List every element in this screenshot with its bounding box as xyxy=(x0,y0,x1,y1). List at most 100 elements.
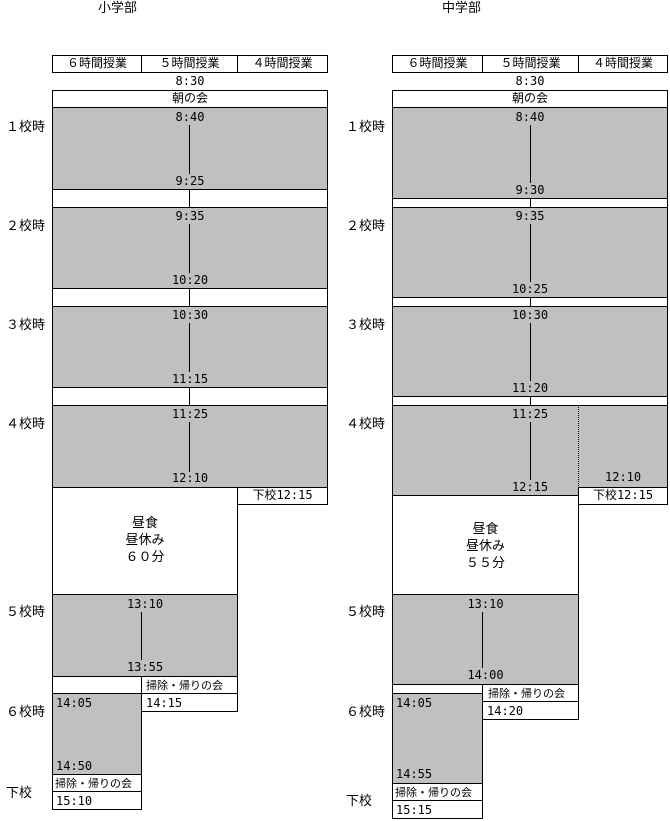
period-line-4 xyxy=(530,422,531,480)
period-label-6: ６校時 xyxy=(346,705,386,720)
period-start-6: 14:05 xyxy=(396,696,433,710)
cleaning-end-6: 15:10 xyxy=(52,791,142,810)
period-label-3: ３校時 xyxy=(6,318,46,333)
period-start-2: 9:35 xyxy=(175,209,205,223)
lunch-text: 昼食 昼休み ５５分 xyxy=(393,521,578,572)
lunch-box: 昼食 昼休み ６０分 xyxy=(52,487,238,595)
dismiss-label: 下校 xyxy=(6,786,33,801)
period-label-2: ２校時 xyxy=(346,219,386,234)
dismiss-4-periods: 下校12:15 xyxy=(578,487,668,505)
cleaning-5: 掃除・帰りの会 xyxy=(141,676,238,694)
period-label-3: ３校時 xyxy=(346,318,386,333)
cleaning-end-5: 14:15 xyxy=(141,693,238,712)
start-time: 8:30 xyxy=(175,74,205,88)
period-label-1: １校時 xyxy=(346,120,386,135)
period-start-5: 13:10 xyxy=(467,597,504,611)
break-line-1 xyxy=(189,189,190,208)
period-line-1 xyxy=(530,125,531,183)
period-end-4-only: 12:10 xyxy=(605,470,642,484)
lunch-line-1: 昼食 xyxy=(131,516,158,531)
header-5-periods: ５時間授業 xyxy=(482,55,579,73)
break-1 xyxy=(52,189,328,208)
break-5 xyxy=(52,676,142,694)
break-line-2 xyxy=(530,297,531,307)
break-line-1 xyxy=(530,198,531,208)
morning-meeting: 朝の会 xyxy=(52,90,328,108)
period-start-3: 10:30 xyxy=(511,308,549,322)
period-end-2: 10:20 xyxy=(171,273,209,287)
break-line-3 xyxy=(530,396,531,406)
period-end-4: 12:15 xyxy=(511,480,549,494)
lunch-text: 昼食 昼休み ６０分 xyxy=(53,515,237,566)
period-label-5: ５校時 xyxy=(6,605,46,620)
period-end-6: 14:50 xyxy=(56,759,93,773)
period-start-1: 8:40 xyxy=(515,110,545,124)
period-start-4: 11:25 xyxy=(171,407,209,421)
period-end-6: 14:55 xyxy=(396,767,433,781)
lunch-line-1: 昼食 xyxy=(472,522,499,537)
period-line-3 xyxy=(530,323,531,381)
period-label-4: ４校時 xyxy=(346,417,386,432)
period-line-3 xyxy=(189,323,190,372)
header-6-periods: ６時間授業 xyxy=(52,55,142,73)
header-4-periods: ４時間授業 xyxy=(578,55,668,73)
period-line-4 xyxy=(189,422,190,472)
period-end-4: 12:10 xyxy=(171,471,209,485)
period-start-6: 14:05 xyxy=(56,696,93,710)
period-start-3: 10:30 xyxy=(171,308,209,322)
period-label-6: ６校時 xyxy=(6,705,46,720)
cleaning-end-5: 14:20 xyxy=(482,701,579,720)
dismiss-label: 下校 xyxy=(346,794,373,809)
period-block-6 xyxy=(392,693,483,784)
period-end-2: 10:25 xyxy=(511,282,549,296)
period-end-3: 11:15 xyxy=(171,372,209,386)
period-start-5: 13:10 xyxy=(126,597,164,611)
period-line-2 xyxy=(189,224,190,273)
lunch-line-2: 昼休み xyxy=(125,533,165,548)
header-4-periods: ４時間授業 xyxy=(237,55,328,73)
break-line-2 xyxy=(189,288,190,307)
header-6-periods: ６時間授業 xyxy=(392,55,483,73)
lunch-line-2: 昼休み xyxy=(465,539,505,554)
period-label-2: ２校時 xyxy=(6,219,46,234)
lunch-box: 昼食 昼休み ５５分 xyxy=(392,495,579,595)
period-start-2: 9:35 xyxy=(515,209,545,223)
cleaning-end-6: 15:15 xyxy=(392,800,483,819)
period-line-5 xyxy=(482,612,483,668)
period-block-5 xyxy=(52,594,238,677)
period-block-2 xyxy=(52,207,328,289)
dismiss-4-periods: 下校12:15 xyxy=(237,487,328,505)
morning-meeting: 朝の会 xyxy=(392,90,668,108)
period-label-4: ４校時 xyxy=(6,417,46,432)
lunch-line-3: ６０分 xyxy=(125,550,165,565)
period-end-5: 13:55 xyxy=(126,660,164,674)
break-3 xyxy=(52,387,328,406)
period-start-1: 8:40 xyxy=(175,110,205,124)
period-end-1: 9:25 xyxy=(175,174,205,188)
period-block-4 xyxy=(52,405,328,488)
period-start-4: 11:25 xyxy=(511,407,549,421)
period-label-5: ５校時 xyxy=(346,605,386,620)
break-line-3 xyxy=(189,387,190,406)
cleaning-5: 掃除・帰りの会 xyxy=(482,684,579,702)
period-end-5: 14:00 xyxy=(467,668,504,682)
period-line-5 xyxy=(141,612,142,660)
period-block-4-short xyxy=(578,405,668,488)
elementary-title: 小学部 xyxy=(98,1,138,16)
period-block-1 xyxy=(52,107,328,190)
period-end-1: 9:30 xyxy=(515,183,545,197)
period-line-1 xyxy=(189,125,190,174)
period-label-1: １校時 xyxy=(6,120,46,135)
cleaning-6: 掃除・帰りの会 xyxy=(52,774,142,792)
break-2 xyxy=(52,288,328,307)
period-block-3 xyxy=(52,306,328,388)
period-block-5 xyxy=(392,594,579,685)
cleaning-6: 掃除・帰りの会 xyxy=(392,783,483,801)
period-block-4 xyxy=(392,405,579,496)
start-time: 8:30 xyxy=(515,74,545,88)
period-block-6 xyxy=(52,693,142,775)
period-line-2 xyxy=(530,224,531,282)
lunch-line-3: ５５分 xyxy=(465,556,505,571)
header-5-periods: ５時間授業 xyxy=(141,55,238,73)
period-end-3: 11:20 xyxy=(511,381,549,395)
